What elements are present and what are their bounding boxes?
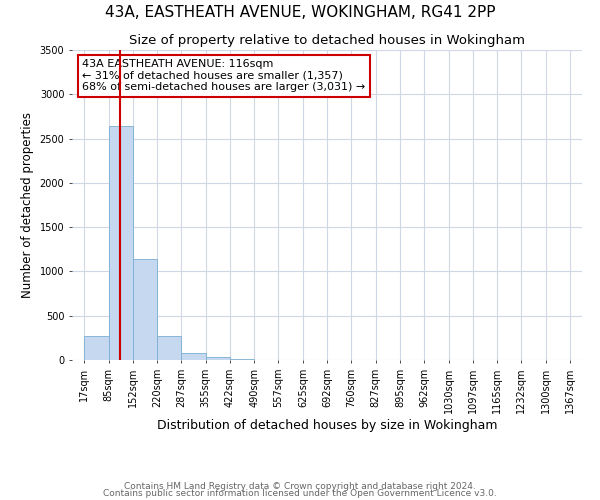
Bar bbox=[133, 259, 157, 360]
X-axis label: Distribution of detached houses by size in Wokingham: Distribution of detached houses by size … bbox=[157, 418, 497, 432]
Bar bbox=[109, 126, 133, 360]
Text: 43A, EASTHEATH AVENUE, WOKINGHAM, RG41 2PP: 43A, EASTHEATH AVENUE, WOKINGHAM, RG41 2… bbox=[105, 5, 495, 20]
Text: Contains public sector information licensed under the Open Government Licence v3: Contains public sector information licen… bbox=[103, 489, 497, 498]
Bar bbox=[230, 358, 254, 360]
Bar bbox=[181, 353, 206, 360]
Bar bbox=[206, 358, 230, 360]
Text: Contains HM Land Registry data © Crown copyright and database right 2024.: Contains HM Land Registry data © Crown c… bbox=[124, 482, 476, 491]
Y-axis label: Number of detached properties: Number of detached properties bbox=[21, 112, 34, 298]
Bar bbox=[157, 336, 181, 360]
Text: 43A EASTHEATH AVENUE: 116sqm
← 31% of detached houses are smaller (1,357)
68% of: 43A EASTHEATH AVENUE: 116sqm ← 31% of de… bbox=[82, 60, 365, 92]
Title: Size of property relative to detached houses in Wokingham: Size of property relative to detached ho… bbox=[129, 34, 525, 48]
Bar bbox=[84, 336, 109, 360]
